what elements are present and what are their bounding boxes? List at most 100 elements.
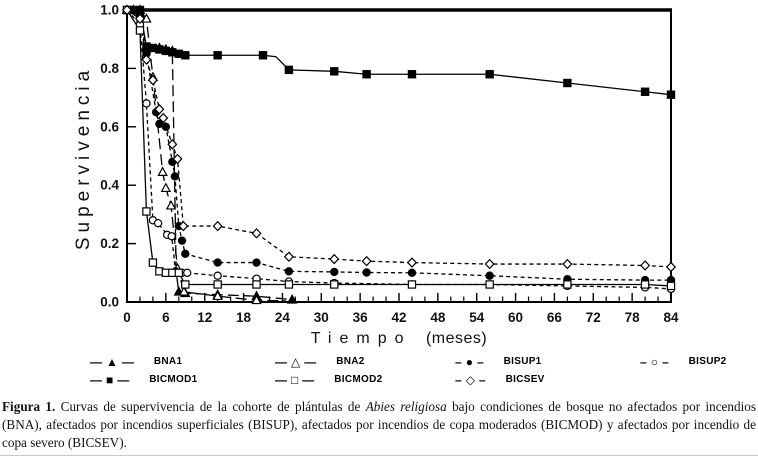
open-diamond-marker-bicsev: [283, 251, 294, 263]
filled-square-marker-bicmod1: [330, 67, 339, 76]
open-square-icon: □: [291, 372, 299, 387]
filled-square-icon: ■: [106, 372, 114, 387]
filled-square-marker-bicmod1: [362, 70, 371, 79]
filled-square-marker-bicmod1: [640, 87, 650, 96]
open-diamond-marker-bicsev: [121, 4, 133, 16]
filled-square-marker-bicmod1: [563, 78, 572, 88]
open-square-marker-bicmod2: [181, 280, 190, 289]
open-diamond-marker-bicsev: [484, 258, 495, 270]
filled-square-marker-bicmod1: [407, 70, 417, 79]
filled-circle-marker-bisup1: [407, 268, 417, 277]
legend-item-label: BNA1: [153, 356, 183, 367]
legend-item-label: BICSEV: [505, 374, 545, 385]
legend-item-bna2: — △ — BNA2: [275, 354, 455, 369]
open-triangle-marker-bna2: [251, 294, 262, 305]
filled-circle-marker-bisup1: [362, 268, 371, 277]
x-tick-label: 66: [547, 310, 563, 325]
filled-square-marker-bicmod1: [284, 65, 294, 75]
caption-segment: Curvas de supervivencia de la cohorte de…: [55, 399, 366, 414]
open-circle-marker-bisup2: [213, 271, 222, 280]
filled-circle-marker-bisup1: [485, 271, 494, 280]
open-circle-marker-bisup2: [142, 99, 151, 108]
caption-segment: Figura 1.: [2, 399, 56, 414]
open-diamond-marker-bicsev: [329, 253, 340, 265]
open-square-marker-bicmod2: [135, 26, 145, 35]
y-tick-label: 0.2: [100, 236, 119, 251]
legend-dash: —: [302, 372, 315, 387]
filled-circle-marker-bisup1: [181, 249, 190, 259]
open-diamond-marker-bicsev: [361, 255, 372, 267]
filled-circle-marker-bisup1: [177, 236, 187, 245]
open-square-marker-bicmod2: [174, 268, 184, 278]
filled-square-marker-bicmod1: [666, 90, 676, 99]
legend-dash: —: [275, 372, 287, 387]
legend-item-label: BICMOD2: [334, 374, 383, 385]
filled-circle-marker-bisup1: [330, 267, 339, 277]
open-diamond-marker-bicsev: [134, 13, 145, 25]
x-axis-title: Tiempo (meses): [311, 330, 488, 348]
series-line-bicmod2: [126, 9, 672, 287]
open-triangle-icon: △: [291, 354, 301, 369]
legend-dash: –: [661, 354, 669, 369]
open-circle-marker-bisup2: [183, 268, 192, 277]
open-diamond-marker-bicsev: [158, 112, 169, 124]
open-square-marker-bicmod2: [148, 258, 158, 267]
filled-circle-marker-bisup1: [213, 258, 222, 267]
filled-square-marker-bicmod1: [258, 51, 268, 60]
open-diamond-marker-bicsev: [172, 153, 183, 165]
open-diamond-marker-bicsev: [154, 104, 165, 115]
caption-segment: Abies religiosa: [365, 399, 447, 414]
legend-dash: –: [455, 372, 462, 387]
y-tick-label: 0.6: [100, 119, 119, 134]
open-square-marker-bicmod2: [213, 280, 222, 289]
open-circle-icon: ○: [650, 354, 658, 369]
y-tick-label: 0.8: [100, 61, 119, 76]
filled-triangle-icon: ▲: [106, 354, 118, 369]
y-tick-label: 0.0: [100, 295, 119, 310]
legend-item-label: BICMOD1: [149, 374, 198, 385]
series-line-bisup2: [126, 9, 672, 290]
legend-item-bicsev: – ◇ – BICSEV: [455, 372, 640, 387]
open-diamond-marker-bicsev: [251, 228, 262, 239]
open-diamond-marker-bicsev: [562, 258, 573, 270]
open-diamond-marker-bicsev: [406, 257, 417, 268]
x-tick-label: 78: [625, 310, 641, 325]
x-tick-label: 60: [508, 310, 523, 325]
open-triangle-marker-bna2: [165, 199, 177, 210]
series-line-bicsev: [126, 9, 672, 268]
x-tick-label: 12: [197, 310, 212, 325]
open-circle-marker-bisup2: [153, 218, 163, 228]
filled-circle-marker-bisup1: [161, 122, 171, 132]
plot-frame: [126, 9, 672, 303]
open-diamond-marker-bicsev: [147, 74, 158, 86]
open-diamond-marker-bicsev: [178, 220, 189, 232]
legend-dash: —: [90, 354, 102, 369]
y-tick-label: 1.0: [100, 3, 119, 18]
open-square-marker-bicmod2: [142, 207, 151, 216]
legend-item-bisup1: – ● – BISUP1: [455, 354, 640, 369]
legend-dash: —: [275, 354, 287, 369]
figure-caption: Figura 1. Curvas de supervivencia de la …: [2, 398, 756, 452]
x-axis-title-word: Tiempo: [310, 330, 412, 347]
open-diamond-marker-bicsev: [141, 54, 152, 65]
open-diamond-icon: ◇: [465, 372, 475, 387]
legend-dash: –: [455, 354, 462, 369]
legend-item-label: BISUP1: [503, 356, 542, 367]
open-square-marker-bicmod2: [330, 280, 339, 289]
open-triangle-marker-bna2: [212, 290, 223, 301]
filled-circle-icon: ●: [465, 354, 473, 369]
x-axis-title-unit: (meses): [425, 330, 488, 347]
filled-circle-marker-bisup1: [284, 267, 294, 276]
x-tick-label: 48: [430, 310, 446, 325]
open-diamond-marker-bicsev: [665, 261, 677, 273]
filled-circle-marker-bisup1: [252, 258, 261, 267]
filled-square-marker-bicmod1: [181, 51, 190, 60]
series-line-bicmod1: [127, 9, 672, 96]
x-tick-label: 30: [314, 310, 329, 325]
open-square-marker-bicmod2: [407, 280, 417, 289]
legend-item-label: BNA2: [336, 356, 365, 367]
x-tick-label: 6: [162, 310, 170, 325]
x-tick-label: 42: [391, 310, 406, 325]
legend-dash: –: [640, 354, 647, 369]
